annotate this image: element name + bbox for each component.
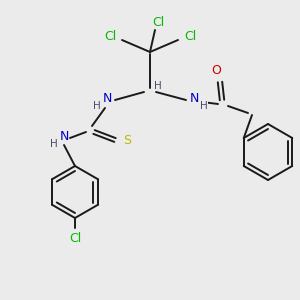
Text: O: O: [211, 64, 221, 77]
Text: H: H: [154, 81, 162, 91]
Text: Cl: Cl: [152, 16, 164, 28]
Text: Cl: Cl: [184, 29, 196, 43]
Text: S: S: [123, 134, 131, 146]
Text: Cl: Cl: [69, 232, 81, 244]
Text: H: H: [93, 101, 101, 111]
Text: Cl: Cl: [104, 29, 116, 43]
Text: H: H: [50, 139, 58, 149]
Text: H: H: [200, 101, 208, 111]
Text: N: N: [59, 130, 69, 142]
Text: N: N: [102, 92, 112, 104]
Text: N: N: [189, 92, 199, 104]
